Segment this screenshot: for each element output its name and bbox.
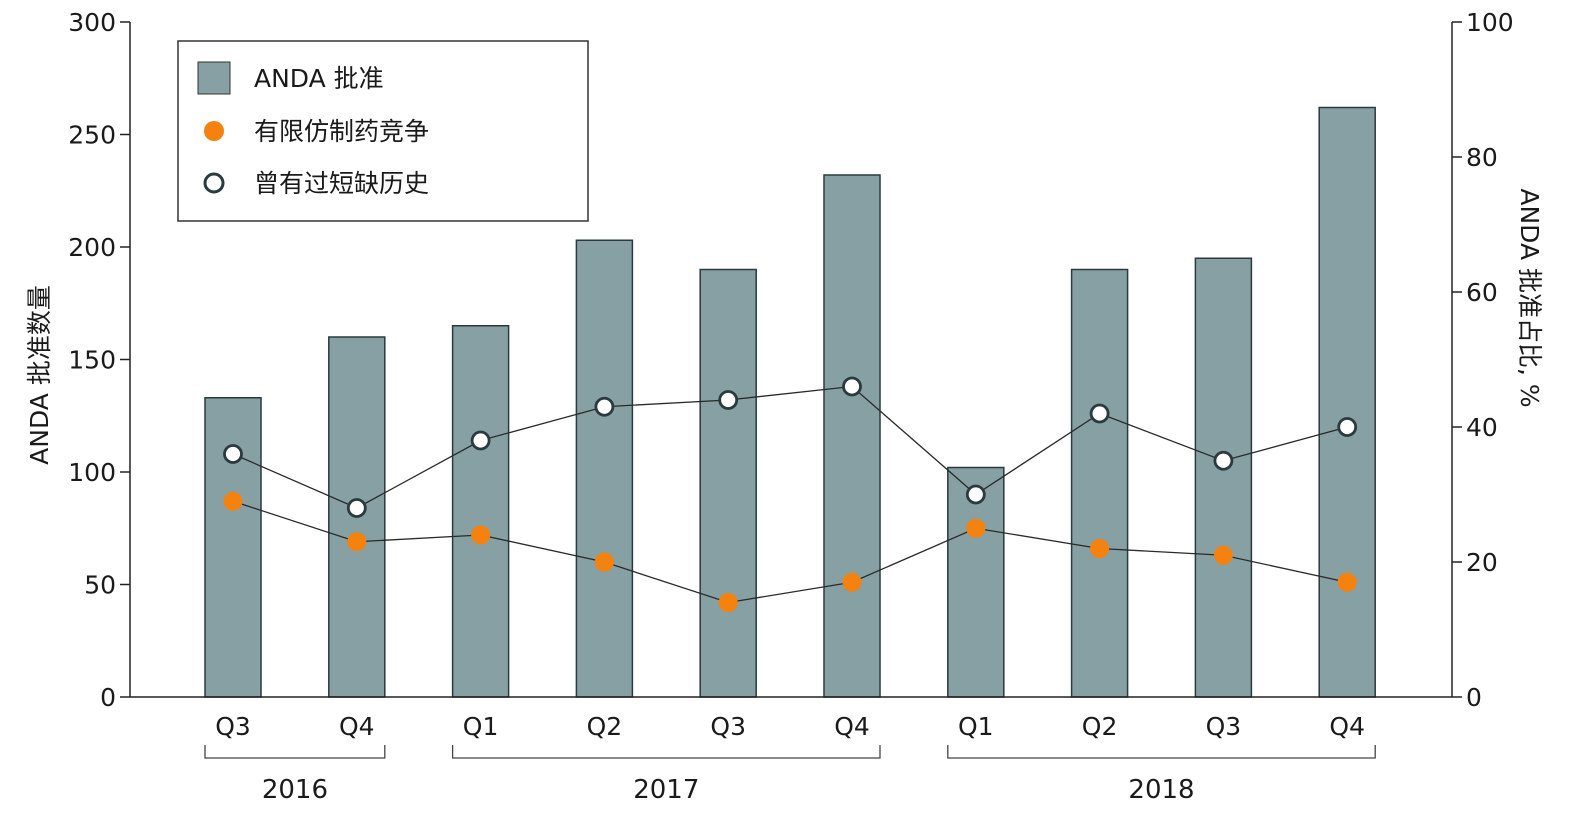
bar-9 <box>1318 106 1376 698</box>
left-axis-title: ANDA 批准数量 <box>25 285 54 465</box>
limited-competition-point-3 <box>594 552 614 572</box>
axes-layer: 0 50 100 150 200 250 300 0 20 40 60 80 100 Q3 Q4 Q1 Q2 Q3… <box>68 8 1513 805</box>
legend-label-shortage-history: 曾有过短缺历史 <box>254 169 429 198</box>
right-tick-label-2: 40 <box>1466 413 1498 442</box>
year-bracket-2 <box>947 745 1376 759</box>
bar-4 <box>699 268 757 698</box>
shortage-history-point-4 <box>718 390 739 410</box>
right-axis-title: ANDA 批准占比, % <box>1515 188 1544 407</box>
limited-competition-point-4 <box>718 593 738 612</box>
left-tick-label-4: 200 <box>68 233 116 262</box>
year-bracket-0 <box>204 745 386 759</box>
legend-box <box>177 40 589 222</box>
x-tick-label-6: Q1 <box>958 712 994 741</box>
x-tick-label-4: Q3 <box>710 712 746 741</box>
x-tick-label-1: Q4 <box>339 712 375 741</box>
shortage-history-point-7 <box>1089 403 1110 424</box>
legend-label-bars: ANDA 批准 <box>254 64 384 93</box>
shortage-history-point-5 <box>842 376 862 397</box>
bar-3 <box>575 239 634 698</box>
limited-competition-point-1 <box>347 532 367 552</box>
limited-competition-point-8 <box>1213 545 1233 565</box>
x-tick-label-3: Q2 <box>587 712 623 741</box>
limited-competition-point-7 <box>1090 539 1110 558</box>
shortage-history-line <box>232 385 1348 509</box>
legend: ANDA 批准 有限仿制药竞争 曾有过短缺历史 <box>177 40 589 222</box>
year-label-0: 2016 <box>262 775 328 805</box>
limited-competition-point-6 <box>966 518 986 538</box>
limited-competition-point-0 <box>223 491 243 511</box>
x-tick-label-5: Q4 <box>834 712 870 741</box>
lines-layer <box>223 376 1358 612</box>
bar-7 <box>1070 268 1129 698</box>
legend-orange-marker <box>204 121 224 141</box>
left-tick-label-3: 150 <box>68 346 116 375</box>
shortage-history-point-2 <box>470 430 491 451</box>
shortage-history-point-8 <box>1213 450 1234 471</box>
left-tick-label-2: 100 <box>68 458 116 487</box>
year-label-1: 2017 <box>633 775 699 805</box>
legend-white-marker <box>203 172 225 194</box>
legend-bar-swatch <box>197 61 231 95</box>
limited-competition-line <box>232 500 1348 604</box>
x-tick-label-8: Q3 <box>1206 712 1242 741</box>
limited-competition-point-9 <box>1337 572 1357 592</box>
shortage-history-point-3 <box>594 396 615 417</box>
year-label-2: 2018 <box>1128 775 1194 805</box>
shortage-history-point-0 <box>223 444 243 464</box>
bars-layer <box>204 106 1376 698</box>
legend-label-limited-competition: 有限仿制药竞争 <box>254 117 429 146</box>
x-tick-label-0: Q3 <box>215 712 251 741</box>
right-tick-label-4: 80 <box>1466 143 1498 172</box>
left-tick-label-1: 50 <box>84 571 116 600</box>
left-tick-label-6: 300 <box>68 8 116 37</box>
right-tick-label-0: 0 <box>1466 683 1482 712</box>
right-tick-label-3: 60 <box>1466 278 1498 307</box>
left-tick-label-5: 250 <box>68 121 116 150</box>
right-tick-label-1: 20 <box>1466 548 1498 577</box>
bar-5 <box>823 174 881 698</box>
year-bracket-1 <box>451 745 881 759</box>
limited-competition-point-2 <box>471 525 491 545</box>
bar-2 <box>451 325 510 698</box>
shortage-history-point-1 <box>346 498 367 518</box>
x-tick-label-9: Q4 <box>1329 712 1365 741</box>
right-tick-label-5: 100 <box>1466 8 1514 37</box>
shortage-history-point-6 <box>965 484 986 505</box>
shortage-history-point-9 <box>1337 417 1358 437</box>
x-tick-label-7: Q2 <box>1082 712 1118 741</box>
left-tick-label-0: 0 <box>100 683 116 712</box>
bar-8 <box>1194 257 1253 698</box>
x-tick-label-2: Q1 <box>463 712 499 741</box>
bar-0 <box>204 397 262 698</box>
limited-competition-point-5 <box>842 572 862 592</box>
